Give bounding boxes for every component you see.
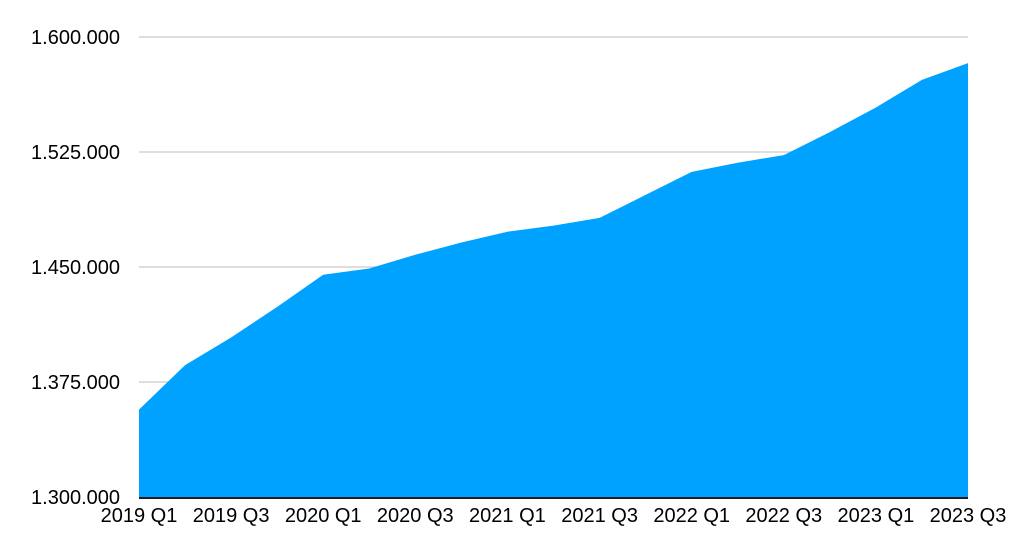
- x-tick-label: 2021 Q1: [469, 505, 546, 527]
- y-tick-label: 1.600.000: [31, 27, 120, 49]
- x-tick-label: 2020 Q1: [285, 505, 362, 527]
- x-tick-label: 2019 Q3: [193, 505, 270, 527]
- x-tick-label: 2022 Q1: [653, 505, 730, 527]
- y-tick-label: 1.300.000: [31, 487, 120, 509]
- x-tick-label: 2023 Q3: [930, 505, 1007, 527]
- x-tick-label: 2021 Q3: [561, 505, 638, 527]
- y-tick-label: 1.525.000: [31, 142, 120, 164]
- x-tick-label: 2019 Q1: [101, 505, 178, 527]
- y-tick-label: 1.450.000: [31, 257, 120, 279]
- area-series: [139, 63, 968, 497]
- y-tick-label: 1.375.000: [31, 372, 120, 394]
- x-tick-label: 2022 Q3: [745, 505, 822, 527]
- x-tick-label: 2020 Q3: [377, 505, 454, 527]
- x-tick-label: 2023 Q1: [838, 505, 915, 527]
